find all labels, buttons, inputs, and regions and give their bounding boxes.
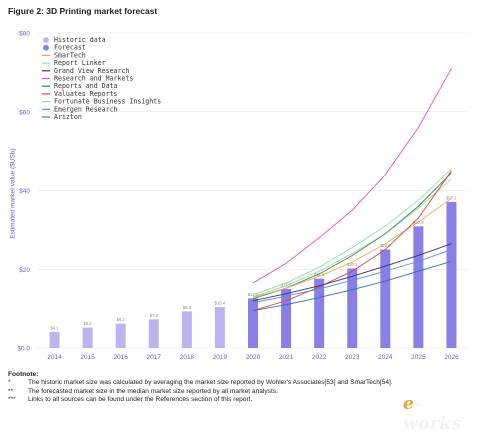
bar-value-label: $5.2 <box>84 321 93 326</box>
x-tick-label: 2023 <box>345 354 360 361</box>
bar-value-label: $7.3 <box>150 313 159 318</box>
bar <box>281 288 292 348</box>
series-line <box>252 170 452 312</box>
footnote-row: * The historic market size was calculate… <box>8 379 438 387</box>
figure-title: Figure 2: 3D Printing market forecast <box>8 6 158 16</box>
y-tick-label: $0.0 <box>17 346 30 353</box>
series-line <box>252 198 452 299</box>
legend-label: Emergen Research <box>54 105 118 113</box>
x-tick-label: 2018 <box>180 354 195 361</box>
x-tick-label: 2014 <box>47 354 62 361</box>
footnote-text: The historic market size was calculated … <box>28 379 393 387</box>
bar <box>248 298 258 348</box>
bar <box>347 268 358 348</box>
bar-value-label: $15.0 <box>281 282 292 287</box>
y-tick-label: $80 <box>19 31 30 38</box>
x-tick-label: 2022 <box>312 354 327 361</box>
footnote-row: *** Links to all sources can be found un… <box>8 396 438 404</box>
bar-value-label: $9.3 <box>183 305 192 310</box>
legend-marker <box>43 37 49 43</box>
series-line <box>252 168 452 296</box>
bar <box>148 319 159 348</box>
footnote-text: The forecasted market size in the median… <box>28 387 278 395</box>
bar <box>181 311 192 348</box>
series-line <box>252 68 452 284</box>
chart-canvas: $0.0 $20 $40 $60 $80 $4.1 2014 $5.2 2015 $6.2 2016… <box>17 31 468 361</box>
bar <box>314 278 325 348</box>
bar-value-label: $37.1 <box>446 195 457 200</box>
bar-value-label: $6.2 <box>117 317 126 322</box>
series-line <box>252 260 452 312</box>
series-line <box>252 249 452 304</box>
legend-label: Grand View Research <box>54 67 129 75</box>
y-tick-label: $60 <box>19 109 30 116</box>
y-tick-label: $40 <box>19 188 30 195</box>
logo-prefix: e <box>403 394 415 414</box>
series-line <box>252 178 452 298</box>
logo-text: e-works <box>403 394 475 434</box>
legend-label: Historic data <box>54 36 106 44</box>
legend-label: Forecast <box>54 44 86 52</box>
legend-marker <box>43 44 49 51</box>
bar-value-label: $30.9 <box>413 220 424 225</box>
series-line <box>252 243 452 302</box>
legend-label: Valuates Reports <box>54 90 118 98</box>
bar <box>82 327 93 348</box>
bar-value-label: $25.0 <box>380 243 391 248</box>
footnote-mark: *** <box>8 396 16 404</box>
x-tick-label: 2016 <box>113 354 128 361</box>
x-tick-label: 2021 <box>279 354 294 361</box>
bar-value-label: $20.2 <box>347 262 358 267</box>
bar <box>214 307 225 348</box>
x-tick-label: 2026 <box>444 354 459 361</box>
footnote-text: Links to all sources can be found under … <box>28 396 253 404</box>
x-tick-label: 2015 <box>80 354 95 361</box>
x-tick-label: 2019 <box>213 354 228 361</box>
footnotes: Footnote: * The historic market size was… <box>8 371 438 405</box>
x-tick-label: 2024 <box>378 354 393 361</box>
footnote-row: ** The forecasted market size in the med… <box>8 388 438 396</box>
bar-value-label: $17.6 <box>314 272 325 277</box>
bar <box>413 226 424 348</box>
legend-label: SmarTech <box>54 51 86 59</box>
legend-label: Fortunate Business Insights <box>54 98 161 106</box>
legend-label: Report Linker <box>54 59 106 67</box>
bar <box>49 331 60 348</box>
bar <box>115 323 126 348</box>
legend-label: Reports and Data <box>54 82 118 90</box>
bar <box>446 201 457 348</box>
y-tick-label: $20 <box>19 267 30 274</box>
footnote-heading: Footnote: <box>8 371 39 378</box>
bar-value-label: $10.4 <box>215 301 226 306</box>
bar <box>380 249 391 348</box>
footnote-mark: ** <box>8 387 14 395</box>
x-tick-label: 2025 <box>411 354 426 361</box>
x-tick-label: 2017 <box>147 354 162 361</box>
legend-label: Arizton <box>54 113 82 121</box>
eworks-logo: e-works <box>395 390 475 434</box>
x-tick-label: 2020 <box>246 354 261 361</box>
bar-value-label: $4.1 <box>50 325 59 330</box>
legend-label: Research and Markets <box>54 75 133 83</box>
footnote-mark: * <box>8 379 11 387</box>
